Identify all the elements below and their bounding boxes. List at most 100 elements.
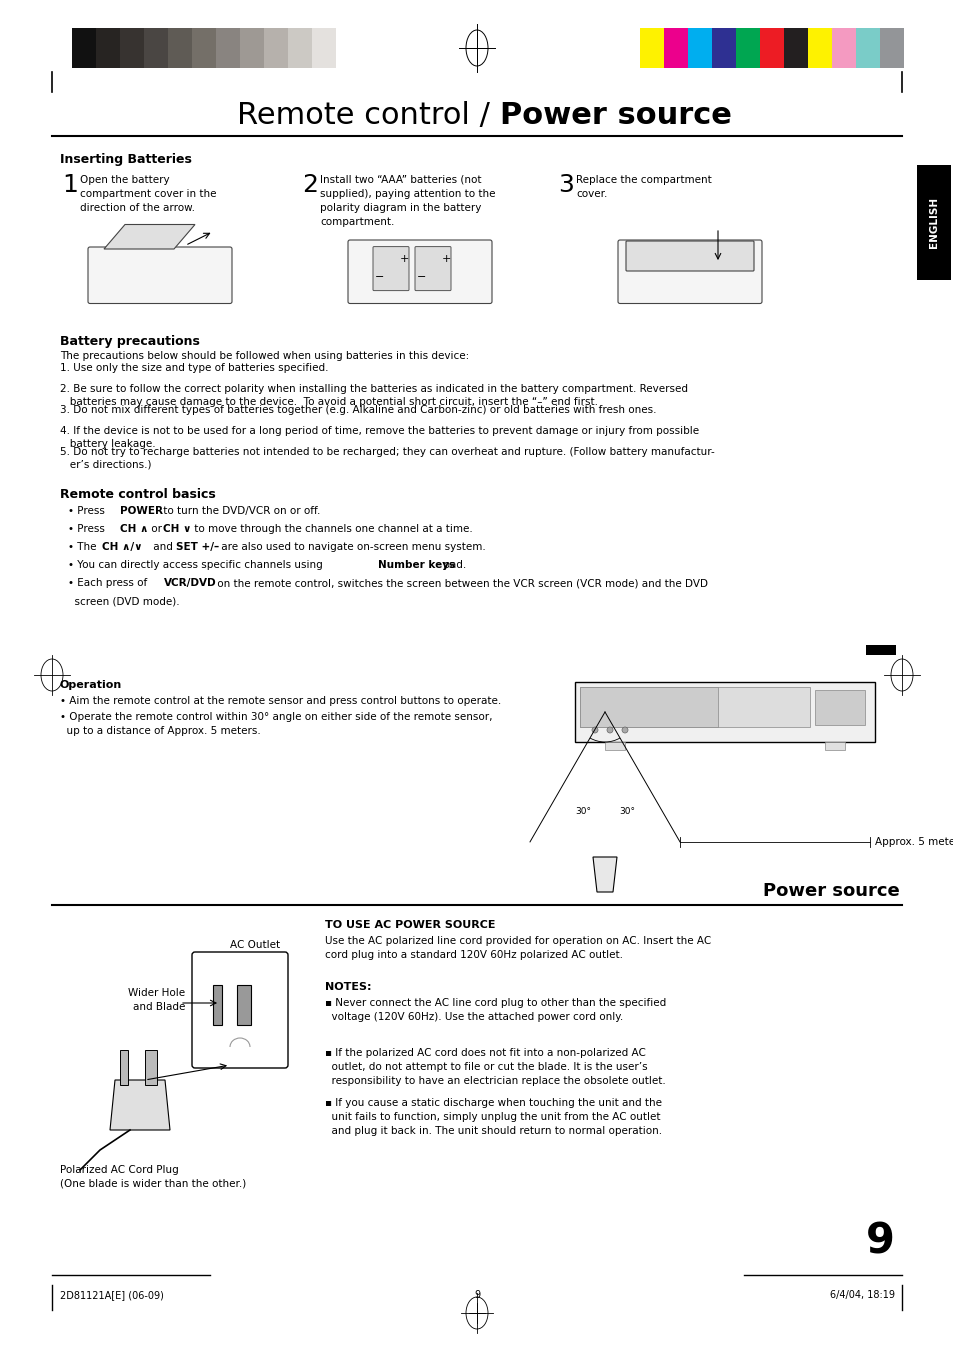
Bar [760, 28, 783, 68]
Text: SET +/–: SET +/– [175, 542, 219, 553]
Text: on the remote control, switches the screen between the VCR screen (VCR mode) and: on the remote control, switches the scre… [213, 578, 707, 588]
Text: responsibility to have an electrician replace the obsolete outlet.: responsibility to have an electrician re… [325, 1075, 665, 1086]
Text: ▪ If the polarized AC cord does not fit into a non-polarized AC: ▪ If the polarized AC cord does not fit … [325, 1048, 645, 1058]
Bar [145, 1050, 157, 1085]
Text: to turn the DVD/VCR on or off.: to turn the DVD/VCR on or off. [160, 507, 320, 516]
Text: Wider Hole
and Blade: Wider Hole and Blade [128, 988, 185, 1012]
Bar [807, 28, 831, 68]
Bar [240, 28, 264, 68]
Bar [579, 688, 809, 727]
Text: • Each press of: • Each press of [68, 578, 151, 588]
Text: NOTES:: NOTES: [325, 982, 371, 992]
Text: • Aim the remote control at the remote sensor and press control buttons to opera: • Aim the remote control at the remote s… [60, 696, 500, 707]
Text: 9: 9 [865, 1220, 894, 1262]
Bar [96, 28, 120, 68]
Bar [264, 28, 288, 68]
Bar [735, 28, 760, 68]
Text: +: + [399, 254, 408, 265]
Text: CH ∧/∨: CH ∧/∨ [102, 542, 142, 553]
Bar [916, 165, 950, 280]
Circle shape [621, 727, 627, 734]
Text: • The: • The [68, 542, 100, 553]
Bar [824, 742, 844, 750]
Text: Power source: Power source [762, 882, 899, 900]
Text: 6/4/04, 18:19: 6/4/04, 18:19 [829, 1290, 894, 1300]
Text: ▪ Never connect the AC line cord plug to other than the specified: ▪ Never connect the AC line cord plug to… [325, 998, 665, 1008]
Bar [120, 28, 144, 68]
FancyBboxPatch shape [88, 247, 232, 304]
Text: pad.: pad. [439, 561, 466, 570]
Text: 30°: 30° [575, 807, 590, 816]
Bar [639, 28, 663, 68]
Bar [579, 688, 718, 727]
Polygon shape [110, 1079, 170, 1129]
Text: • Press: • Press [68, 507, 108, 516]
Text: VCR/DVD: VCR/DVD [164, 578, 216, 588]
Bar [120, 1050, 128, 1085]
Text: 2. Be sure to follow the correct polarity when installing the batteries as indic: 2. Be sure to follow the correct polarit… [60, 384, 687, 407]
FancyBboxPatch shape [348, 240, 492, 304]
Bar [213, 985, 222, 1025]
Text: 9: 9 [474, 1290, 479, 1300]
Text: ▪ If you cause a static discharge when touching the unit and the: ▪ If you cause a static discharge when t… [325, 1098, 661, 1108]
Text: Approx. 5 meters: Approx. 5 meters [874, 838, 953, 847]
Bar [215, 28, 240, 68]
Bar [865, 644, 895, 655]
Bar [312, 28, 335, 68]
Text: 4. If the device is not to be used for a long period of time, remove the batteri: 4. If the device is not to be used for a… [60, 426, 699, 449]
Bar [711, 28, 735, 68]
Text: Install two “AAA” batteries (not
supplied), paying attention to the
polarity dia: Install two “AAA” batteries (not supplie… [319, 176, 495, 227]
Text: Use the AC polarized line cord provided for operation on AC. Insert the AC
cord : Use the AC polarized line cord provided … [325, 936, 711, 961]
FancyBboxPatch shape [415, 247, 451, 290]
Text: Power source: Power source [499, 101, 731, 130]
Text: voltage (120V 60Hz). Use the attached power cord only.: voltage (120V 60Hz). Use the attached po… [325, 1012, 622, 1021]
Text: Open the battery
compartment cover in the
direction of the arrow.: Open the battery compartment cover in th… [80, 176, 216, 213]
Ellipse shape [465, 30, 488, 66]
Text: are also used to navigate on-screen menu system.: are also used to navigate on-screen menu… [218, 542, 485, 553]
FancyBboxPatch shape [192, 952, 288, 1069]
Text: 3. Do not mix different types of batteries together (e.g. Alkaline and Carbon-zi: 3. Do not mix different types of batteri… [60, 405, 656, 415]
FancyBboxPatch shape [373, 247, 409, 290]
Bar [687, 28, 711, 68]
Text: POWER: POWER [120, 507, 163, 516]
Ellipse shape [890, 659, 912, 690]
Text: +: + [441, 254, 450, 265]
Text: CH ∨: CH ∨ [163, 524, 192, 534]
Text: • You can directly access specific channels using: • You can directly access specific chann… [68, 561, 326, 570]
Text: 3: 3 [558, 173, 574, 197]
FancyBboxPatch shape [618, 240, 761, 304]
Text: 2D81121A[E] (06-09): 2D81121A[E] (06-09) [60, 1290, 164, 1300]
Bar [879, 28, 903, 68]
Text: 1. Use only the size and type of batteries specified.: 1. Use only the size and type of batteri… [60, 363, 328, 373]
Circle shape [592, 727, 598, 734]
Text: 2: 2 [302, 173, 317, 197]
Bar [814, 690, 864, 725]
Bar [288, 28, 312, 68]
Text: Replace the compartment
cover.: Replace the compartment cover. [576, 176, 711, 199]
Polygon shape [104, 224, 194, 249]
Circle shape [606, 727, 613, 734]
Text: CH ∧: CH ∧ [120, 524, 149, 534]
Text: Polarized AC Cord Plug
(One blade is wider than the other.): Polarized AC Cord Plug (One blade is wid… [60, 1165, 246, 1189]
Text: The precautions below should be followed when using batteries in this device:: The precautions below should be followed… [60, 351, 469, 361]
Bar [335, 28, 359, 68]
Text: −: − [416, 272, 426, 282]
Text: outlet, do not attempt to file or cut the blade. It is the user’s: outlet, do not attempt to file or cut th… [325, 1062, 647, 1071]
Text: or: or [148, 524, 165, 534]
Text: unit fails to function, simply unplug the unit from the AC outlet: unit fails to function, simply unplug th… [325, 1112, 659, 1121]
Bar [168, 28, 192, 68]
Text: up to a distance of Approx. 5 meters.: up to a distance of Approx. 5 meters. [60, 725, 260, 736]
Bar [831, 28, 855, 68]
Bar [783, 28, 807, 68]
Ellipse shape [465, 1297, 488, 1329]
Bar [663, 28, 687, 68]
Text: to move through the channels one channel at a time.: to move through the channels one channel… [191, 524, 473, 534]
Bar [192, 28, 215, 68]
Bar [71, 28, 96, 68]
Text: • Operate the remote control within 30° angle on either side of the remote senso: • Operate the remote control within 30° … [60, 712, 492, 721]
Ellipse shape [41, 659, 63, 690]
Polygon shape [593, 857, 617, 892]
Text: TO USE AC POWER SOURCE: TO USE AC POWER SOURCE [325, 920, 495, 929]
Text: AC Outlet: AC Outlet [230, 940, 280, 950]
Text: Battery precautions: Battery precautions [60, 335, 200, 349]
